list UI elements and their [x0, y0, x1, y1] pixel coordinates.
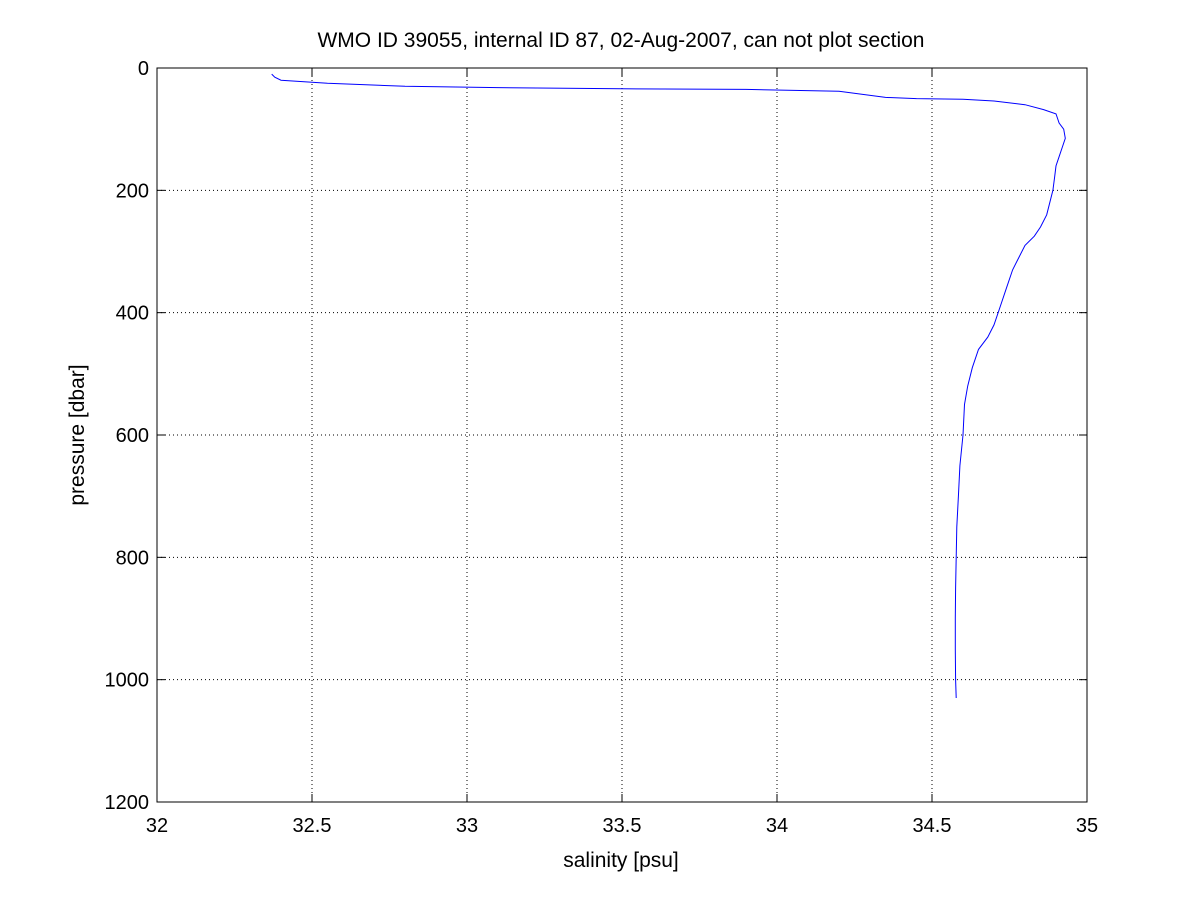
x-tick-label: 34: [766, 815, 788, 837]
x-tick-label: 33: [456, 815, 478, 837]
chart-title: WMO ID 39055, internal ID 87, 02-Aug-200…: [317, 29, 924, 52]
y-tick-label: 1000: [105, 670, 150, 692]
x-tick-label: 33.5: [603, 815, 642, 837]
x-axis-title: salinity [psu]: [563, 849, 679, 872]
series-layer: [271, 73, 1066, 699]
ticks-layer: 32 32.5 33 33.5 34 34.5 35 0 200 400 600 800 1000 120…: [105, 58, 1099, 837]
x-tick-label: 34.5: [913, 815, 952, 837]
y-tick-label: 400: [116, 303, 149, 325]
y-tick-label: 1200: [105, 792, 150, 814]
x-tick-label: 35: [1076, 815, 1098, 837]
x-tick-label: 32: [146, 815, 168, 837]
y-tick-label: 0: [138, 58, 149, 80]
y-tick-label: 800: [116, 547, 149, 569]
x-tick-label: 32.5: [293, 815, 332, 837]
y-tick-label: 200: [116, 180, 149, 202]
grid-layer: [157, 68, 1087, 802]
y-axis-title: pressure [dbar]: [66, 364, 89, 505]
y-tick-label: 600: [116, 425, 149, 447]
salinity-profile-line: [271, 73, 1066, 699]
